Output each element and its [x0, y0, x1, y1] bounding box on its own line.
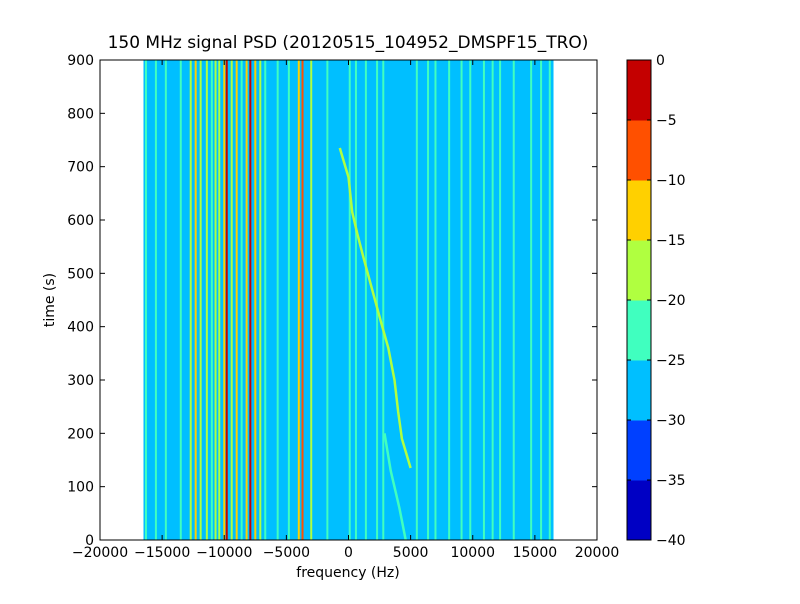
y-tick-label: 300: [67, 373, 94, 389]
colorbar-band-0: [627, 480, 651, 541]
y-tick-label: 600: [67, 213, 94, 229]
colorbar-tick-label: −15: [656, 233, 686, 249]
colorbar-tick-label: −30: [656, 413, 686, 429]
colorbar-tick-label: −5: [656, 113, 677, 129]
y-tick-label: 100: [67, 480, 94, 496]
plot-area: [143, 60, 554, 541]
colorbar-band-6: [627, 120, 651, 181]
x-tick-label: −10000: [196, 545, 252, 561]
x-tick-label: 20000: [575, 545, 620, 561]
doppler-curve: [338, 147, 412, 469]
colorbar-band-7: [627, 60, 651, 121]
colorbar-band-1: [627, 420, 651, 481]
x-tick-label: 15000: [513, 545, 558, 561]
x-tick-label: −5000: [263, 545, 310, 561]
colorbar-tick-label: −40: [656, 533, 686, 549]
colorbar-band-2: [627, 360, 651, 421]
colorbar-band-4: [627, 240, 651, 301]
axes: −20000 −15000 −10000 −5000 0 5000 10000 15000 20…: [67, 53, 619, 561]
x-tick-label: 5000: [393, 545, 429, 561]
colorbar-tick-label: −20: [656, 293, 686, 309]
colorbar-tick-label: −10: [656, 173, 686, 189]
lower-trace: [383, 433, 407, 541]
x-tick-label: 0: [344, 545, 353, 561]
y-axis-label: time (s): [42, 273, 58, 327]
y-tick-label: 200: [67, 426, 94, 442]
y-tick-label: 700: [67, 160, 94, 176]
y-tick-label: 500: [67, 266, 94, 282]
x-tick-label: −20000: [72, 545, 128, 561]
colorbar-tick-label: −35: [656, 473, 686, 489]
y-tick-label: 900: [67, 53, 94, 69]
colorbar-tick-label: 0: [656, 53, 665, 69]
y-tick-label: 0: [85, 533, 94, 549]
y-tick-label: 400: [67, 320, 94, 336]
chart-title: 150 MHz signal PSD (20120515_104952_DMSP…: [108, 33, 589, 53]
colorbar: −40 −35 −30 −25 −20 −15 −10 −5 0: [626, 53, 686, 549]
colorbar-band-3: [627, 300, 651, 361]
y-tick-label: 800: [67, 106, 94, 122]
x-axis-label: frequency (Hz): [296, 565, 399, 581]
colorbar-tick-label: −25: [656, 353, 686, 369]
x-tick-label: −15000: [134, 545, 190, 561]
x-tick-label: 10000: [450, 545, 495, 561]
colorbar-band-5: [627, 180, 651, 241]
